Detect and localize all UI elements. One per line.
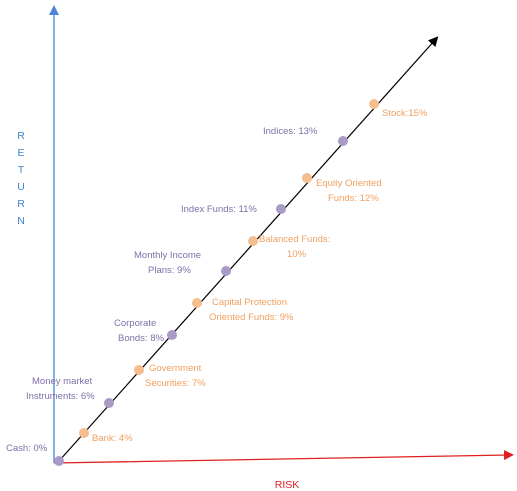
label-stock: Stock:15%	[382, 108, 428, 119]
risk-return-trend-line	[58, 36, 439, 462]
return-axis-title-letter: U	[17, 181, 25, 193]
point-stock	[369, 99, 379, 109]
risk-axis-title: RISK	[275, 479, 300, 491]
return-axis-title-letter: R	[17, 130, 25, 142]
point-monthly-income	[221, 266, 231, 276]
label-capital-protection: Oriented Funds: 9%	[209, 312, 294, 323]
label-indices: Indices: 13%	[263, 126, 318, 137]
label-money-market: Instruments: 6%	[26, 391, 95, 402]
label-equity-oriented: Equity Oriented	[316, 178, 381, 189]
point-money-market	[104, 398, 114, 408]
point-cash	[54, 456, 64, 466]
label-equity-oriented: Funds: 12%	[328, 193, 379, 204]
label-cash: Cash: 0%	[6, 443, 48, 454]
label-money-market: Money market	[32, 376, 93, 387]
risk-axis-line	[53, 450, 514, 464]
point-capital-protection	[192, 298, 202, 308]
return-axis-title-letter: N	[17, 215, 25, 227]
point-corporate-bonds	[167, 330, 177, 340]
return-axis-title-letter: T	[18, 164, 25, 176]
label-government-securities: Government	[149, 363, 202, 374]
point-balanced-funds	[248, 236, 258, 246]
return-axis-title-letter: E	[17, 147, 24, 159]
label-balanced-funds: 10%	[287, 249, 307, 260]
label-government-securities: Securities: 7%	[145, 378, 206, 389]
point-government-securities	[134, 365, 144, 375]
point-bank	[79, 428, 89, 438]
point-index-funds	[276, 204, 286, 214]
labels-layer: Cash: 0% Bank: 4% Money market Instruments:…	[6, 108, 428, 454]
label-balanced-funds: Balanced Funds:	[259, 234, 330, 245]
point-equity-oriented	[302, 173, 312, 183]
label-monthly-income: Plans: 9%	[148, 265, 191, 276]
label-index-funds: Index Funds: 11%	[181, 204, 257, 215]
label-corporate-bonds: Corporate	[114, 318, 156, 329]
points-layer	[54, 99, 379, 466]
label-bank: Bank: 4%	[92, 433, 133, 444]
label-corporate-bonds: Bonds: 8%	[118, 333, 164, 344]
point-indices	[338, 136, 348, 146]
label-capital-protection: Capital Protection	[212, 297, 287, 308]
label-monthly-income: Monthly Income	[134, 250, 201, 261]
return-axis-title-letter: R	[17, 198, 25, 210]
